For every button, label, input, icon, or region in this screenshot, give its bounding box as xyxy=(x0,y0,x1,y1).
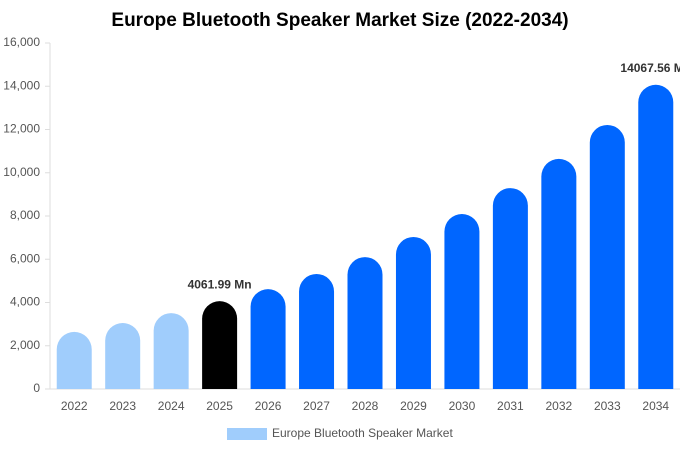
x-tick-label: 2025 xyxy=(206,399,233,413)
bar xyxy=(105,323,141,389)
bar xyxy=(299,273,335,389)
y-tick-label: 12,000 xyxy=(3,122,40,136)
x-tick-label: 2027 xyxy=(303,399,330,413)
bar xyxy=(444,214,480,389)
x-tick-label: 2022 xyxy=(61,399,88,413)
x-tick-label: 2026 xyxy=(255,399,282,413)
legend-swatch xyxy=(227,428,267,440)
y-tick-label: 8,000 xyxy=(10,208,40,222)
value-label: 14067.56 Mn xyxy=(620,61,680,75)
value-label: 4061.99 Mn xyxy=(188,277,252,291)
y-tick-label: 14,000 xyxy=(3,78,40,92)
x-tick-label: 2031 xyxy=(497,399,524,413)
bar xyxy=(347,257,383,389)
y-tick-label: 4,000 xyxy=(10,295,40,309)
bar xyxy=(541,158,577,389)
bar xyxy=(153,313,189,389)
y-tick-label: 10,000 xyxy=(3,165,40,179)
y-tick-label: 16,000 xyxy=(3,35,40,49)
bar xyxy=(202,301,238,389)
y-tick-label: 2,000 xyxy=(10,338,40,352)
bar xyxy=(250,289,286,389)
x-tick-label: 2028 xyxy=(352,399,379,413)
bar xyxy=(56,331,92,389)
y-tick-label: 0 xyxy=(33,381,40,395)
x-tick-label: 2030 xyxy=(449,399,476,413)
bar xyxy=(492,188,528,389)
x-tick-label: 2033 xyxy=(594,399,621,413)
x-tick-label: 2023 xyxy=(109,399,136,413)
bar xyxy=(395,236,431,389)
x-tick-label: 2032 xyxy=(545,399,572,413)
legend-label: Europe Bluetooth Speaker Market xyxy=(272,426,453,440)
x-tick-label: 2029 xyxy=(400,399,427,413)
bar xyxy=(589,124,625,390)
y-tick-label: 6,000 xyxy=(10,251,40,265)
x-tick-label: 2034 xyxy=(642,399,669,413)
bar xyxy=(638,84,674,390)
chart-title: Europe Bluetooth Speaker Market Size (20… xyxy=(111,10,568,31)
x-tick-label: 2024 xyxy=(158,399,185,413)
